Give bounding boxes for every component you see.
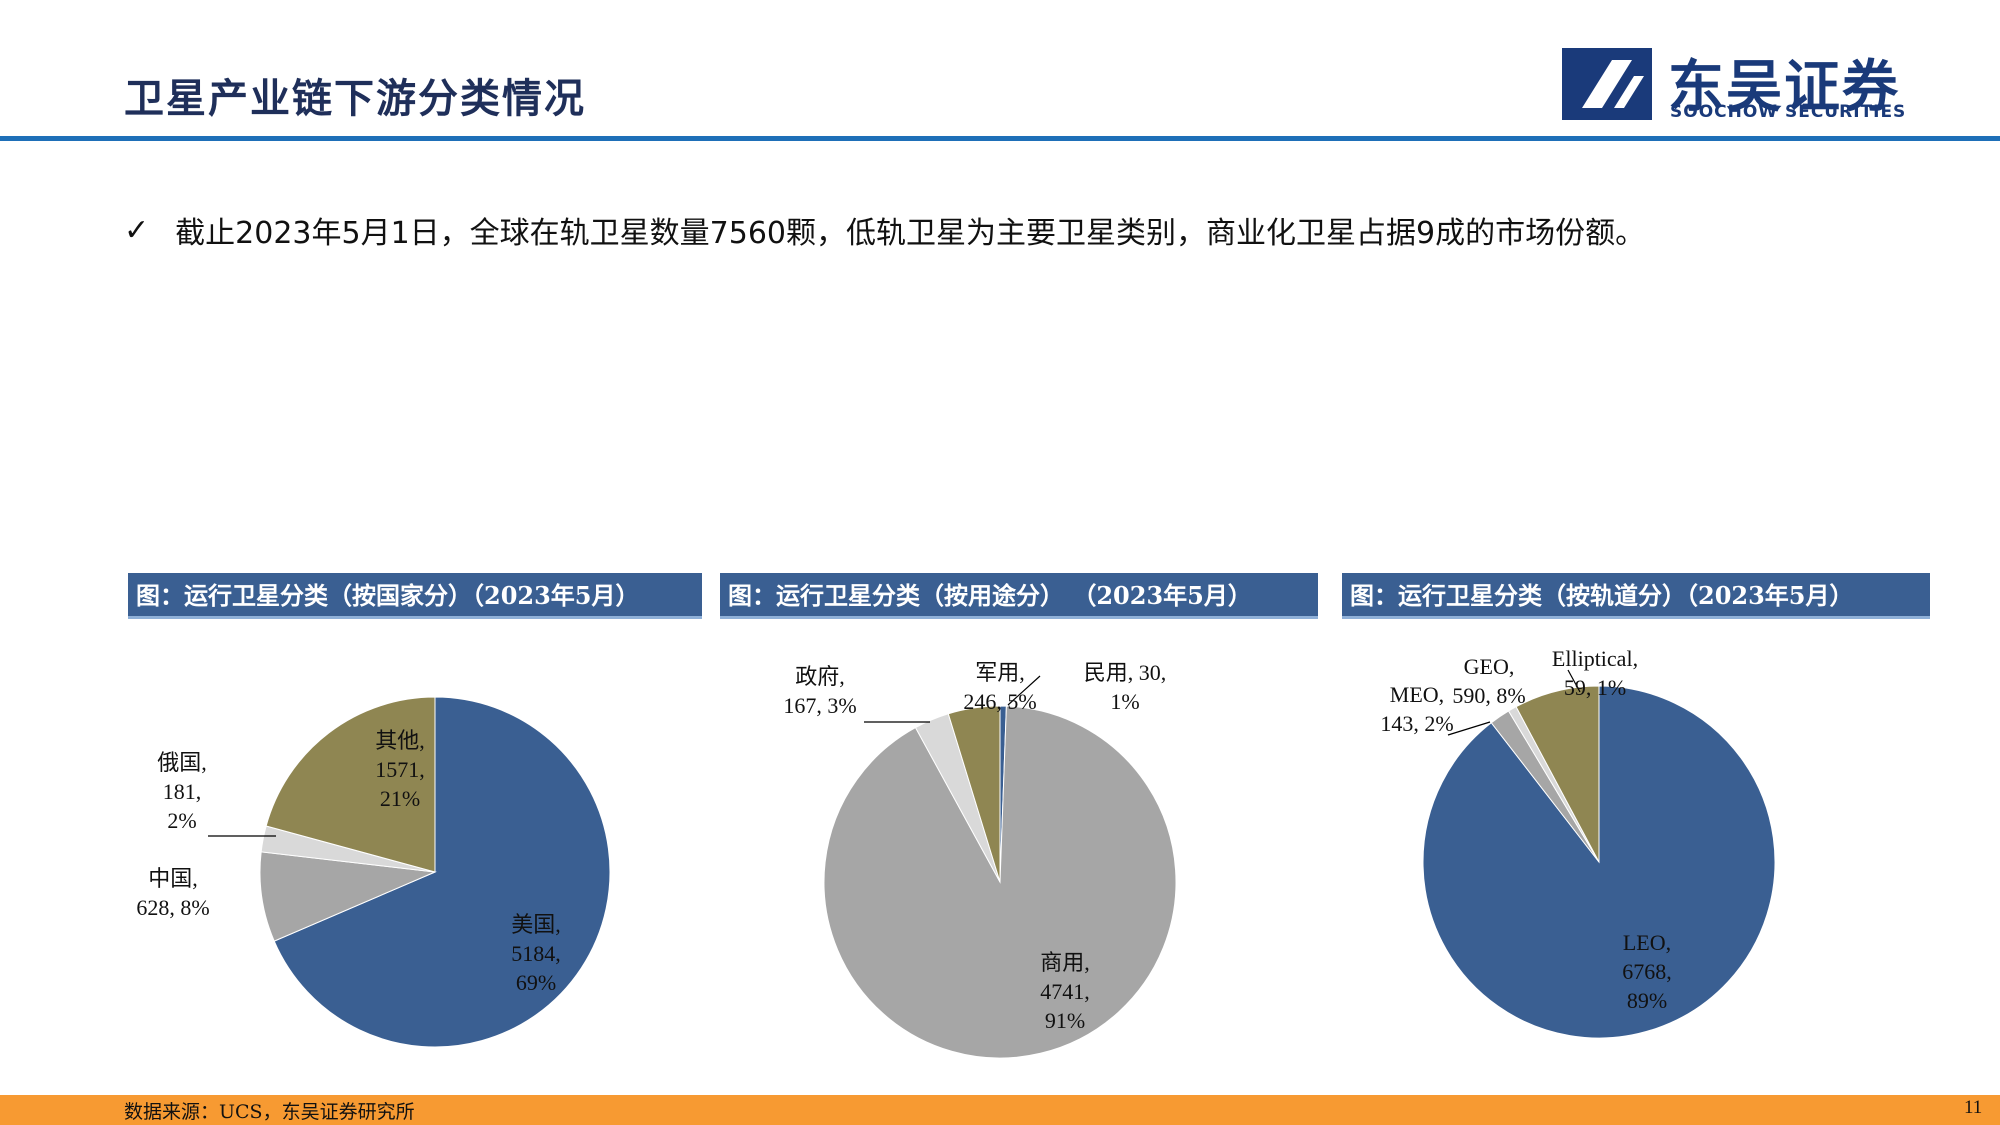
slice-label-2-1: 民用, 30, 1% [1084, 660, 1167, 714]
pie-slice-1-2 [259, 851, 437, 942]
data-source: 数据来源：UCS，东吴证券研究所 [124, 1101, 415, 1123]
slice-label-1-1: 美国, 5184, 69% [511, 912, 561, 995]
pie-chart-orbit: LEO, 6768, 89% MEO, 143, 2% Elliptical, 59, 1%… [1342, 630, 1930, 1080]
pie-chart-usage: 民用, 30, 1% 商用, 4741, 91% 政府, 167, 3% 军用, 246, 5% [720, 630, 1318, 1080]
slice-label-3-1: LEO, 6768, 89% [1622, 930, 1672, 1013]
leader-line-3-2 [1447, 721, 1491, 736]
pie-slice-1-1 [273, 696, 611, 1048]
figure-title-orbit: 图：运行卫星分类（按轨道分）（2023年5月） [1342, 573, 1930, 619]
footer-bar [0, 1095, 2000, 1125]
slice-label-3-4: GEO, 590, 8% [1452, 654, 1525, 708]
company-logo-icon [1562, 48, 1652, 120]
pie-chart-country: 美国, 5184, 69% 中国, 628, 8% 俄国, 181, 2% 其他, 1571, 21… [128, 630, 708, 1080]
summary-text: 截止2023年5月1日，全球在轨卫星数量7560颗，低轨卫星为主要卫星类别，商业… [175, 216, 1646, 251]
leader-line-2-1 [1007, 675, 1041, 706]
slice-label-3-2: MEO, 143, 2% [1380, 682, 1453, 736]
leader-line-3-3 [1567, 669, 1581, 693]
slice-label-2-2: 商用, 4741, 91% [1040, 950, 1090, 1033]
page-number: 11 [1964, 1097, 1983, 1118]
page-title: 卫星产业链下游分类情况 [124, 75, 586, 122]
figure-title-country: 图：运行卫星分类（按国家分）（2023年5月） [128, 573, 702, 619]
brand-name-en: SOOCHOW SECURITIES [1670, 102, 1907, 122]
header-divider [0, 136, 2000, 141]
slice-label-3-3: Elliptical, 59, 1% [1552, 646, 1638, 700]
slice-label-1-3: 俄国, 181, 2% [157, 750, 207, 833]
brand-name-cn: 东吴证券 [1668, 55, 1900, 120]
checkmark-icon: ✓ [124, 212, 150, 248]
pie-slice-3-4 [1515, 685, 1600, 863]
slice-label-2-4: 军用, 246, 5% [963, 660, 1036, 714]
slice-label-1-2: 中国, 628, 8% [136, 866, 209, 920]
figure-title-usage: 图：运行卫星分类（按用途分） （2023年5月） [720, 573, 1318, 619]
slice-label-2-3: 政府, 167, 3% [783, 664, 856, 718]
pie-slice-2-4 [947, 705, 1001, 883]
summary-bullet: ✓ 截止2023年5月1日，全球在轨卫星数量7560颗，低轨卫星为主要卫星类别，… [124, 208, 1645, 252]
slice-label-1-4: 其他, 1571, 21% [375, 728, 425, 811]
pie-slice-1-4 [265, 696, 436, 873]
